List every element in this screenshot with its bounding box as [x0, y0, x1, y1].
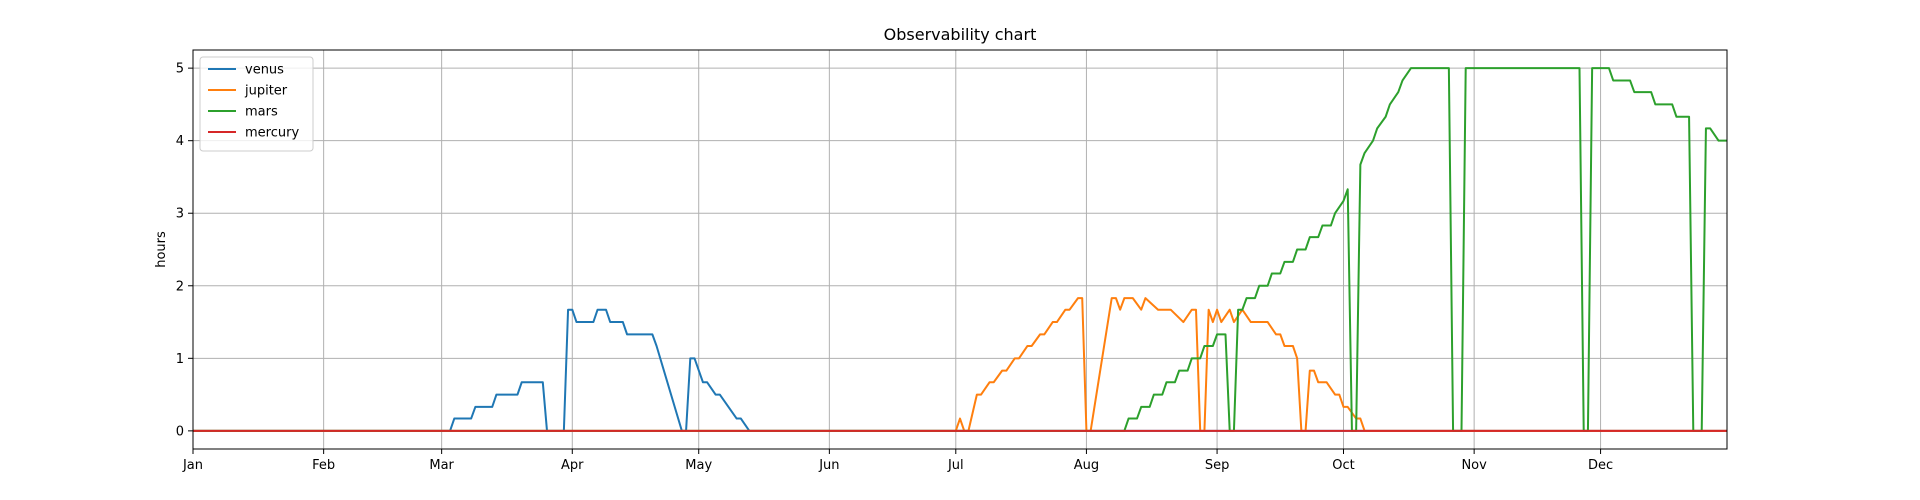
x-tick-label: May: [685, 458, 712, 473]
x-tick-label: Sep: [1205, 458, 1230, 473]
series-line-jupiter: [193, 297, 1727, 432]
y-axis-ticks: 0 1 2 3 4 5: [176, 62, 193, 439]
plot-frame: [192, 49, 1728, 450]
series-lines: [193, 67, 1727, 432]
y-tick-label: 4: [176, 134, 184, 149]
x-tick-label: Dec: [1588, 458, 1613, 473]
x-tick-label: Feb: [312, 458, 335, 473]
legend-label-venus: venus: [245, 63, 284, 78]
legend-label-mars: mars: [245, 105, 278, 120]
x-tick-label: Jul: [947, 458, 964, 473]
legend-label-jupiter: jupiter: [244, 84, 288, 99]
grid-lines: [192, 50, 1727, 449]
x-tick-label: Oct: [1332, 458, 1354, 473]
x-tick-label: Jun: [818, 458, 839, 473]
legend-label-mercury: mercury: [245, 126, 299, 141]
y-tick-label: 2: [176, 279, 184, 294]
y-tick-label: 5: [176, 62, 184, 77]
x-tick-label: Apr: [561, 458, 584, 473]
x-axis-ticks: Jan Feb Mar Apr May Jun Jul Aug Sep Oct Nov Dec: [182, 449, 1613, 473]
y-tick-label: 0: [176, 424, 184, 439]
chart-title: Observability chart: [884, 25, 1037, 44]
legend: venus jupiter mars mercury: [199, 56, 314, 152]
x-tick-label: Aug: [1074, 458, 1099, 473]
x-tick-label: Jan: [182, 458, 203, 473]
series-line-venus: [193, 308, 1727, 432]
x-tick-label: Nov: [1461, 458, 1487, 473]
x-tick-label: Mar: [429, 458, 454, 473]
y-axis-label: hours: [154, 231, 169, 268]
legend-box: [199, 56, 314, 152]
series-line-mars: [193, 67, 1727, 432]
y-tick-label: 1: [176, 352, 184, 367]
y-tick-label: 3: [176, 207, 184, 222]
